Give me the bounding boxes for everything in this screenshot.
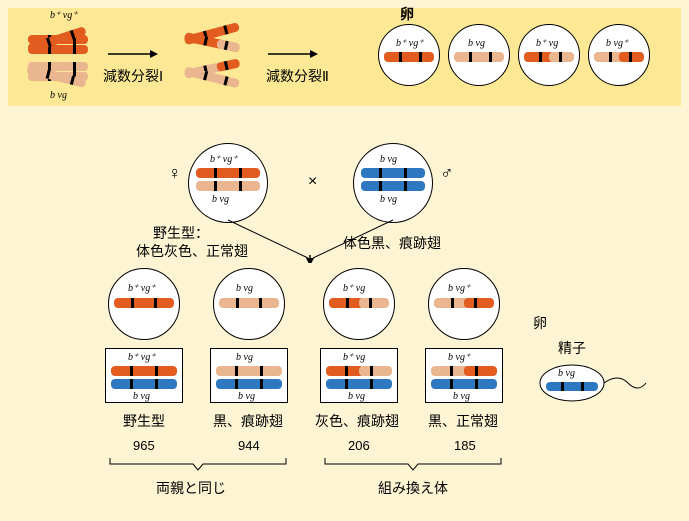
egg4-chrom-icon [594, 52, 644, 64]
o-egg2-allele: b vg [236, 283, 253, 294]
parental-label: 両親と同じ [156, 478, 226, 498]
o-egg4-allele: b vg⁺ [448, 283, 470, 294]
o-egg3-allele: b⁺ vg [343, 283, 365, 294]
egg2-chrom-icon [454, 52, 504, 64]
sperm-chrom-icon [546, 382, 598, 391]
o-sq1-allele-t: b⁺ vg⁺ [128, 352, 156, 363]
o3-count: 206 [348, 438, 370, 453]
o-sq3-allele-t: b⁺ vg [343, 352, 365, 363]
sperm-label: 精子 [558, 338, 586, 358]
recombinant-label: 組み換え体 [378, 478, 448, 498]
brace2-icon [323, 456, 503, 474]
o-egg3-chrom-icon [329, 298, 389, 308]
egg1-allele: b⁺ vg⁺ [396, 38, 424, 49]
tetrad-allele-bot: b vg [50, 90, 67, 101]
o4-count: 185 [454, 438, 476, 453]
o-egg4-chrom-icon [434, 298, 494, 308]
o2-label: 黒、痕跡翅 [213, 411, 283, 431]
female-allele-bot: b vg [212, 194, 229, 205]
o-sq4-c2-icon [431, 379, 497, 389]
female-desc-title: 野生型： [153, 223, 209, 243]
o-sq4-allele-b: b vg [453, 391, 470, 402]
egg4-allele: b vg⁺ [606, 38, 628, 49]
female-chrom2-icon [196, 181, 260, 191]
egg3-chrom-icon [524, 52, 574, 64]
o-egg1-chrom-icon [114, 298, 174, 308]
egg1-chrom-icon [384, 52, 434, 64]
o-sq3-allele-b: b vg [348, 391, 365, 402]
o4-label: 黒、正常翅 [428, 411, 498, 431]
sperm-allele: b vg [558, 368, 575, 379]
dyad-icon [173, 18, 253, 98]
tetrad-allele-top: b⁺ vg⁺ [50, 10, 78, 21]
o-sq4-c1-icon [431, 366, 497, 376]
brace1-icon [108, 456, 288, 474]
meiosis-panel: b⁺ vg⁺ b vg 減数分裂Ⅰ 減数分裂Ⅱ 卵 b⁺ vg⁺ b vg b⁺… [8, 8, 681, 106]
o-egg2-chrom-icon [219, 298, 279, 308]
o1-label: 野生型 [123, 411, 165, 431]
o-sq2-c2-icon [216, 379, 282, 389]
o-sq2-allele-t: b vg [236, 352, 253, 363]
male-allele-bot: b vg [380, 194, 397, 205]
male-symbol: ♂ [440, 163, 454, 184]
egg2-allele: b vg [468, 38, 485, 49]
o-sq1-allele-b: b vg [133, 391, 150, 402]
cross-lines-icon [223, 208, 403, 263]
o-sq3-c2-icon [326, 379, 392, 389]
cross-panel: ♀ b⁺ vg⁺ b vg × ♂ b vg b vg 野生型： 体色灰色、正常… [8, 118, 681, 513]
female-symbol: ♀ [168, 163, 182, 184]
female-chrom1-icon [196, 168, 260, 178]
tetrad-icon [18, 18, 98, 88]
cross-symbol: × [308, 173, 317, 191]
male-chrom1-icon [361, 168, 425, 178]
female-allele-top: b⁺ vg⁺ [210, 154, 238, 165]
o-sq2-c1-icon [216, 366, 282, 376]
o2-count: 944 [238, 438, 260, 453]
arrow1-icon [108, 48, 158, 60]
o1-count: 965 [133, 438, 155, 453]
meiosis2-label: 減数分裂Ⅱ [266, 66, 329, 86]
male-chrom2-icon [361, 181, 425, 191]
o-sq1-c1-icon [111, 366, 177, 376]
panel1-egg-label: 卵 [400, 4, 414, 24]
o3-label: 灰色、痕跡翅 [315, 411, 399, 431]
male-allele-top: b vg [380, 154, 397, 165]
arrow2-icon [268, 48, 318, 60]
meiosis1-label: 減数分裂Ⅰ [103, 66, 163, 86]
o-sq4-allele-t: b vg⁺ [448, 352, 470, 363]
o-sq1-c2-icon [111, 379, 177, 389]
offspring-egg-label: 卵 [533, 313, 547, 333]
o-sq3-c1-icon [326, 366, 392, 376]
egg3-allele: b⁺ vg [536, 38, 558, 49]
o-sq2-allele-b: b vg [238, 391, 255, 402]
o-egg1-allele: b⁺ vg⁺ [128, 283, 156, 294]
